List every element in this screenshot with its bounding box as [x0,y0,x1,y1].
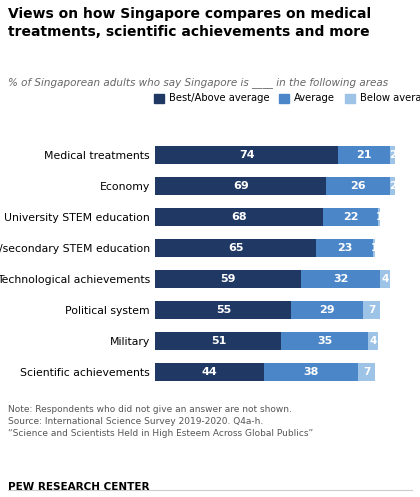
Bar [390,146,395,164]
Bar [368,332,378,350]
Text: 2: 2 [389,181,396,191]
Bar [155,270,301,288]
Bar [155,177,326,195]
Text: Views on how Singapore compares on medical
treatments, scientific achievements a: Views on how Singapore compares on medic… [8,7,372,39]
Bar [155,301,291,319]
Text: 32: 32 [333,274,348,284]
Bar [291,301,363,319]
Text: 4: 4 [381,274,389,284]
Text: 44: 44 [202,367,218,377]
Bar [326,177,390,195]
Text: 21: 21 [357,150,372,160]
Text: 68: 68 [231,212,247,222]
Text: 22: 22 [343,212,358,222]
Text: 7: 7 [368,305,375,315]
Text: 51: 51 [211,336,226,346]
Bar [281,332,368,350]
Text: 7: 7 [363,367,370,377]
Text: 1: 1 [370,243,378,253]
Text: Note: Respondents who did not give an answer are not shown.
Source: Internationa: Note: Respondents who did not give an an… [8,405,313,438]
Text: 38: 38 [303,367,319,377]
Bar [358,363,375,381]
Text: 4: 4 [369,336,376,346]
Bar [155,146,338,164]
Bar [390,177,395,195]
Bar [378,208,380,226]
Text: 29: 29 [319,305,335,315]
Text: 59: 59 [220,274,236,284]
Text: 1: 1 [375,212,383,222]
Bar [301,270,380,288]
Bar [155,208,323,226]
Legend: Best/Above average, Average, Below average: Best/Above average, Average, Below avera… [150,89,420,107]
Text: 23: 23 [337,243,352,253]
Bar [155,363,264,381]
Bar [264,363,358,381]
Bar [373,239,375,257]
Text: 26: 26 [350,181,366,191]
Bar [338,146,390,164]
Text: 69: 69 [233,181,249,191]
Text: % of Singaporean adults who say Singapore is ____ in the following areas: % of Singaporean adults who say Singapor… [8,77,388,88]
Bar [323,208,378,226]
Text: 65: 65 [228,243,244,253]
Bar [155,239,316,257]
Bar [316,239,373,257]
Bar [155,332,281,350]
Bar [363,301,380,319]
Text: 35: 35 [317,336,332,346]
Text: 2: 2 [389,150,396,160]
Text: PEW RESEARCH CENTER: PEW RESEARCH CENTER [8,482,150,492]
Text: 74: 74 [239,150,255,160]
Bar [380,270,390,288]
Text: 55: 55 [216,305,231,315]
